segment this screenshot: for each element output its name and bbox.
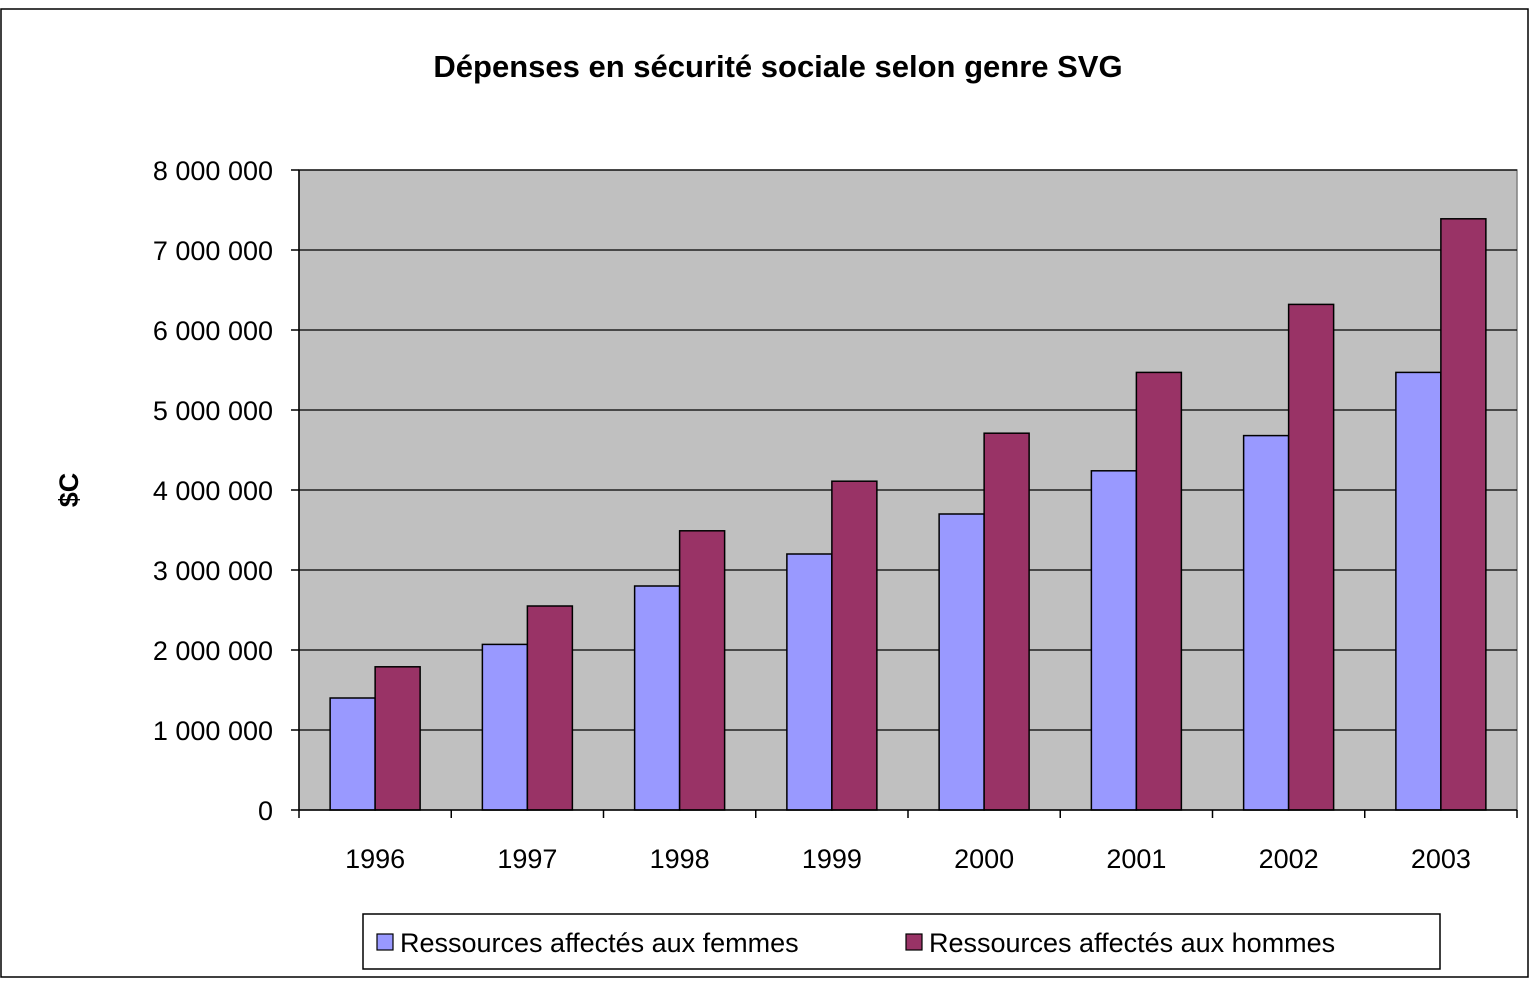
x-axis-ticks: 1996 1997 1998 1999 2000 2001 2002 2003	[298, 810, 1518, 874]
bar-femmes-2001	[1090, 470, 1138, 811]
legend-label-hommes: Ressources affectés aux hommes	[929, 928, 1335, 958]
x-tick-label: 2001	[1106, 844, 1166, 874]
x-tick-label: 1999	[802, 844, 862, 874]
legend-swatch-hommes	[905, 933, 923, 951]
y-tick-label: 6 000 000	[153, 316, 273, 346]
y-axis-ticks: 0 1 000 000 2 000 000 3 000 000 4 000 000 5 0…	[153, 156, 299, 826]
bar-femmes-1999	[786, 553, 833, 811]
bar-hommes-2003	[1440, 218, 1487, 811]
y-tick-label: 8 000 000	[153, 156, 273, 186]
x-tick-label: 1998	[650, 844, 710, 874]
x-tick-label: 1997	[497, 844, 557, 874]
bar-hommes-2000	[983, 432, 1030, 811]
legend-box	[362, 913, 1441, 970]
bar-hommes-2001	[1135, 371, 1183, 811]
legend: Ressources affectés aux femmes Ressource…	[362, 913, 1441, 970]
y-tick-label: 4 000 000	[153, 476, 273, 506]
bar-hommes-1999	[831, 480, 878, 811]
bar-femmes-2003	[1395, 371, 1442, 811]
x-tick-label: 1996	[345, 844, 405, 874]
bar-hommes-2002	[1287, 303, 1335, 811]
legend-label-femmes: Ressources affectés aux femmes	[400, 928, 799, 958]
bar-femmes-1998	[633, 585, 681, 811]
bars	[329, 218, 1487, 811]
y-tick-label: 5 000 000	[153, 396, 273, 426]
y-tick-label: 7 000 000	[153, 236, 273, 266]
bar-hommes-1998	[678, 530, 726, 811]
x-tick-label: 2003	[1411, 844, 1471, 874]
bar-hommes-1997	[526, 605, 574, 811]
bar-femmes-2000	[938, 513, 985, 811]
y-tick-label: 0	[258, 796, 273, 826]
legend-swatch-femmes	[376, 933, 394, 951]
bar-hommes-1996	[374, 666, 421, 811]
bar-femmes-1996	[329, 697, 376, 811]
y-tick-label: 3 000 000	[153, 556, 273, 586]
y-tick-label: 2 000 000	[153, 636, 273, 666]
y-axis-label: $C	[54, 473, 84, 508]
bar-femmes-1997	[481, 643, 529, 811]
bar-femmes-2002	[1242, 434, 1290, 811]
x-tick-label: 2002	[1259, 844, 1319, 874]
x-tick-label: 2000	[954, 844, 1014, 874]
chart-title: Dépenses en sécurité sociale selon genre…	[433, 49, 1122, 84]
y-tick-label: 1 000 000	[153, 716, 273, 746]
